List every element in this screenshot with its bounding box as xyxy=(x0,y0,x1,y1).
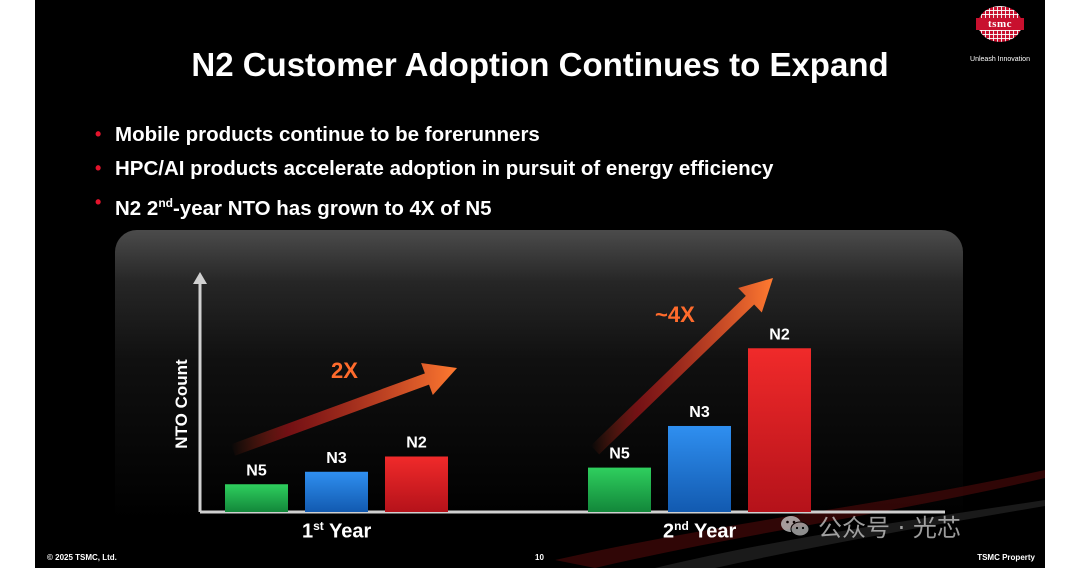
bar-data-label: N5 xyxy=(246,462,267,479)
growth-annotation: 2X xyxy=(331,358,358,383)
bar-data-label: N3 xyxy=(326,450,347,467)
bullet-text-sup: nd xyxy=(158,196,173,210)
bullet-text: HPC/AI products accelerate adoption in p… xyxy=(115,157,774,180)
bullet-text-post: -year NTO has grown to 4X of N5 xyxy=(172,196,492,220)
nto-bar-chart: NTO Count 2X ~4X N5 N5 N3 N3 N2 N2 xyxy=(172,272,1045,568)
bar-n2 xyxy=(748,348,811,512)
x-tick-word: Year xyxy=(329,520,372,543)
page-number: 10 xyxy=(535,553,544,562)
x-tick-label: 2nd Year xyxy=(663,519,736,544)
bar-data-label: N2 xyxy=(406,435,427,452)
x-tick-sup: st xyxy=(313,519,324,533)
x-tick-num: 2 xyxy=(663,520,675,543)
watermark: 公众号 · 光芯 xyxy=(780,508,961,543)
bullet-dot-icon: • xyxy=(95,158,102,178)
slide: N2 Customer Adoption Continues to Expand… xyxy=(35,0,1045,568)
bullet-item: • N2 2nd-year NTO has grown to 4X of N5 xyxy=(95,186,773,226)
decorative-swoosh xyxy=(555,470,1045,568)
bullet-list: • Mobile products continue to be forerun… xyxy=(95,118,773,226)
logo-tagline: Unleash Innovation xyxy=(970,56,1030,63)
bar-n3 xyxy=(305,471,368,512)
wechat-icon xyxy=(781,515,810,536)
y-axis-label: NTO Count xyxy=(172,359,191,449)
tsmc-logo-mark: tsmc xyxy=(976,6,1024,42)
trend-arrow-icon xyxy=(230,363,457,456)
bar-n3 xyxy=(668,425,731,512)
bullet-dot-icon: • xyxy=(95,192,102,212)
bar-data-label: N3 xyxy=(689,404,710,421)
bar-data-label: N2 xyxy=(769,326,790,343)
slide-title: N2 Customer Adoption Continues to Expand xyxy=(191,46,889,83)
tsmc-wordmark: tsmc xyxy=(976,18,1024,30)
growth-annotation: ~4X xyxy=(655,302,695,327)
x-tick-sup: nd xyxy=(674,519,689,533)
bullet-item: • HPC/AI products accelerate adoption in… xyxy=(95,152,773,186)
bar-data-label: N5 xyxy=(609,446,630,463)
bullet-dot-icon: • xyxy=(95,124,102,144)
y-axis-arrow-icon xyxy=(193,272,207,284)
bullet-item: • Mobile products continue to be forerun… xyxy=(95,118,773,152)
bar-n2 xyxy=(385,456,448,512)
bullet-text: Mobile products continue to be forerunne… xyxy=(115,123,540,146)
bullet-text-pre: N2 2 xyxy=(115,196,159,220)
bar-n5 xyxy=(588,467,651,512)
x-tick-num: 1 xyxy=(302,520,314,543)
bar-n5 xyxy=(225,484,288,512)
trend-arrow-icon xyxy=(590,278,773,455)
chart-panel xyxy=(115,230,963,520)
x-tick-word: Year xyxy=(694,520,737,543)
watermark-text: 公众号 · 光芯 xyxy=(818,514,961,542)
x-tick-label: 1st Year xyxy=(302,519,371,544)
copyright-footer: © 2025 TSMC, Ltd. xyxy=(47,553,117,562)
tsmc-logo: tsmc Unleash Innovation xyxy=(965,6,1035,63)
decorative-swoosh xyxy=(655,500,1045,568)
property-footer: TSMC Property xyxy=(977,553,1035,562)
